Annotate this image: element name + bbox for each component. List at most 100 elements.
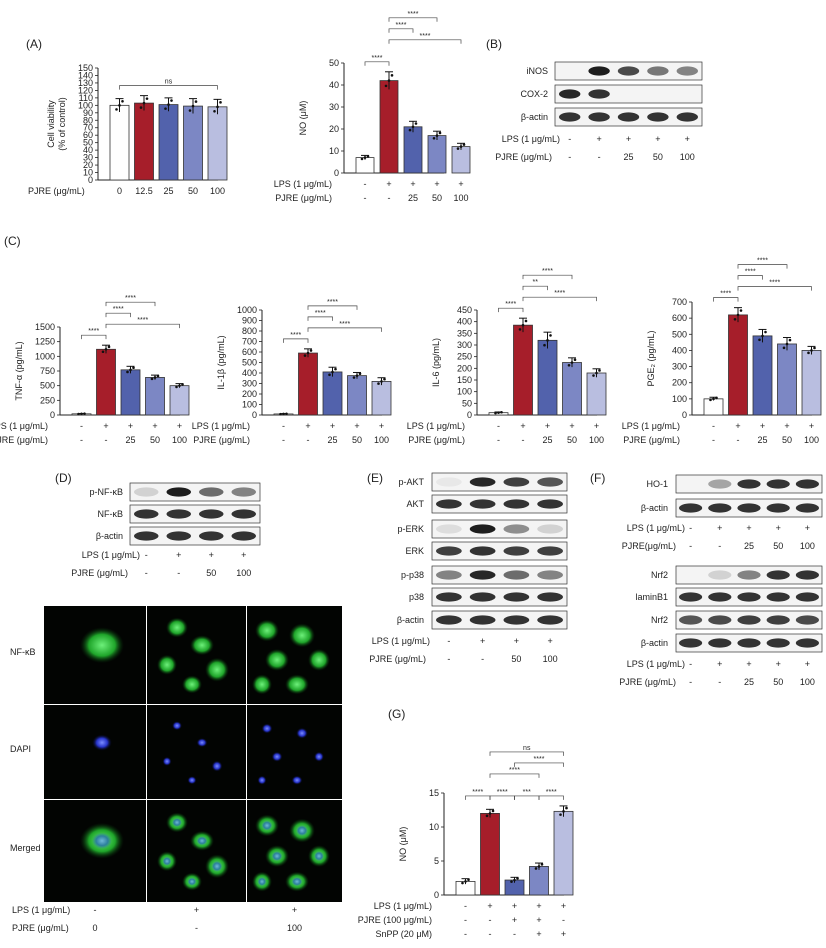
treatment-label: PJRE (100 μg/mL) bbox=[358, 915, 432, 925]
data-point bbox=[129, 368, 132, 372]
treatment-value: + bbox=[152, 421, 157, 431]
bar bbox=[120, 369, 141, 416]
significance-label: **** bbox=[125, 295, 136, 302]
significance-bracket bbox=[283, 338, 309, 343]
significance-label: **** bbox=[497, 789, 508, 796]
y-axis-title-line: NO (μM) bbox=[398, 827, 408, 862]
treatment-value: + bbox=[177, 421, 182, 431]
blot-row-label: β-actin bbox=[641, 503, 668, 513]
blot-band bbox=[679, 615, 703, 625]
treatment-value: 25 bbox=[327, 435, 337, 445]
y-tick-label: 110 bbox=[79, 93, 93, 103]
y-tick-label: 200 bbox=[457, 363, 472, 373]
blot-band bbox=[469, 524, 496, 534]
significance-bracket bbox=[81, 334, 107, 340]
data-point bbox=[712, 397, 715, 401]
treatment-value: + bbox=[103, 421, 108, 431]
y-tick-label: 500 bbox=[242, 358, 257, 368]
significance-label: **** bbox=[546, 789, 557, 796]
blot-band bbox=[199, 487, 224, 497]
y-axis-title-line: IL-6 (pg/mL) bbox=[431, 338, 441, 387]
lps-lane: + bbox=[241, 550, 246, 560]
treatment-label: PJRE (μg/mL) bbox=[408, 435, 465, 445]
blot-band bbox=[469, 477, 496, 487]
treatment-label: PJRE (μg/mL) bbox=[623, 435, 680, 445]
data-point bbox=[352, 376, 356, 379]
y-tick-label: 300 bbox=[457, 340, 472, 350]
blot-band bbox=[537, 570, 563, 580]
bar bbox=[777, 343, 797, 416]
blot-row-label: β-actin bbox=[641, 638, 668, 648]
blot-band bbox=[537, 592, 563, 602]
pjre-lane: - bbox=[177, 568, 180, 578]
data-point bbox=[764, 330, 767, 334]
y-tick-label: 600 bbox=[672, 313, 687, 323]
green-cell bbox=[255, 619, 279, 642]
data-point bbox=[567, 364, 571, 367]
y-axis-title: NO (μM) bbox=[398, 827, 408, 862]
lps-lane: + bbox=[194, 905, 199, 915]
treatment-value: 100 bbox=[172, 435, 187, 445]
panel-label-D: (D) bbox=[55, 471, 72, 485]
blot-strip bbox=[431, 565, 568, 585]
y-tick-label: 5 bbox=[434, 856, 439, 866]
y-tick-label: 0 bbox=[467, 410, 472, 420]
significance-bracket bbox=[364, 61, 390, 66]
treatment-label: LPS (1 μg/mL) bbox=[192, 421, 250, 431]
data-point bbox=[565, 806, 568, 810]
data-point bbox=[739, 309, 743, 312]
bar bbox=[553, 810, 574, 896]
pjre-label: PJRE (μg/mL) bbox=[12, 923, 69, 933]
blot-band bbox=[679, 592, 703, 602]
treatment-value: + bbox=[569, 421, 574, 431]
bar bbox=[347, 375, 367, 416]
lps-lane: + bbox=[480, 636, 485, 646]
y-tick-label: 700 bbox=[672, 297, 687, 307]
x-tick-label: 0 bbox=[117, 186, 122, 196]
lps-lane: + bbox=[746, 523, 751, 533]
significance-bracket bbox=[388, 39, 462, 44]
y-tick-label: 350 bbox=[457, 328, 472, 338]
blot-band bbox=[647, 66, 669, 76]
significance-bracket bbox=[522, 274, 573, 280]
treatment-value: - bbox=[513, 929, 516, 939]
blot-strip bbox=[129, 504, 261, 524]
blot-band bbox=[795, 503, 820, 513]
significance-bracket bbox=[119, 85, 218, 90]
immunofluorescence-grid: NF-κB DAPI Merged LPS (1 μg/mL) - + + PJRE (μg/… bbox=[10, 606, 342, 933]
significance-label: **** bbox=[542, 268, 553, 275]
data-point bbox=[191, 104, 195, 108]
data-point bbox=[132, 366, 135, 370]
y-tick-label: 1250 bbox=[35, 337, 55, 347]
y-tick-label: 100 bbox=[78, 100, 93, 110]
treatment-value: - bbox=[364, 179, 367, 189]
data-point bbox=[126, 370, 129, 374]
blot-band bbox=[199, 531, 224, 541]
pjre-lane: - bbox=[145, 568, 148, 578]
significance-bracket bbox=[307, 327, 382, 332]
data-point bbox=[592, 374, 595, 377]
data-point bbox=[534, 867, 538, 870]
treatment-value: 100 bbox=[804, 435, 819, 445]
data-point bbox=[213, 110, 216, 113]
data-point bbox=[306, 351, 310, 355]
bar bbox=[379, 80, 399, 174]
blot-row-label: COX-2 bbox=[520, 89, 548, 99]
treatment-value: - bbox=[562, 915, 565, 925]
blot-strip bbox=[431, 610, 568, 630]
lps-label: LPS (1 μg/mL) bbox=[502, 134, 560, 144]
lps-lane: + bbox=[805, 659, 810, 669]
significance-label: ns bbox=[165, 79, 173, 86]
blot-band bbox=[134, 531, 159, 541]
significance-label: **** bbox=[720, 291, 731, 298]
merged-nucleus bbox=[314, 851, 324, 862]
treatment-value: + bbox=[536, 901, 541, 911]
blot-band bbox=[708, 479, 732, 489]
data-point bbox=[715, 396, 718, 400]
pjre-lane: 100 bbox=[800, 677, 815, 687]
data-point bbox=[309, 349, 313, 352]
dapi-nucleus bbox=[296, 727, 308, 739]
treatment-value: + bbox=[561, 929, 566, 939]
significance-label: **** bbox=[505, 301, 516, 308]
dapi-nucleus bbox=[271, 751, 283, 762]
